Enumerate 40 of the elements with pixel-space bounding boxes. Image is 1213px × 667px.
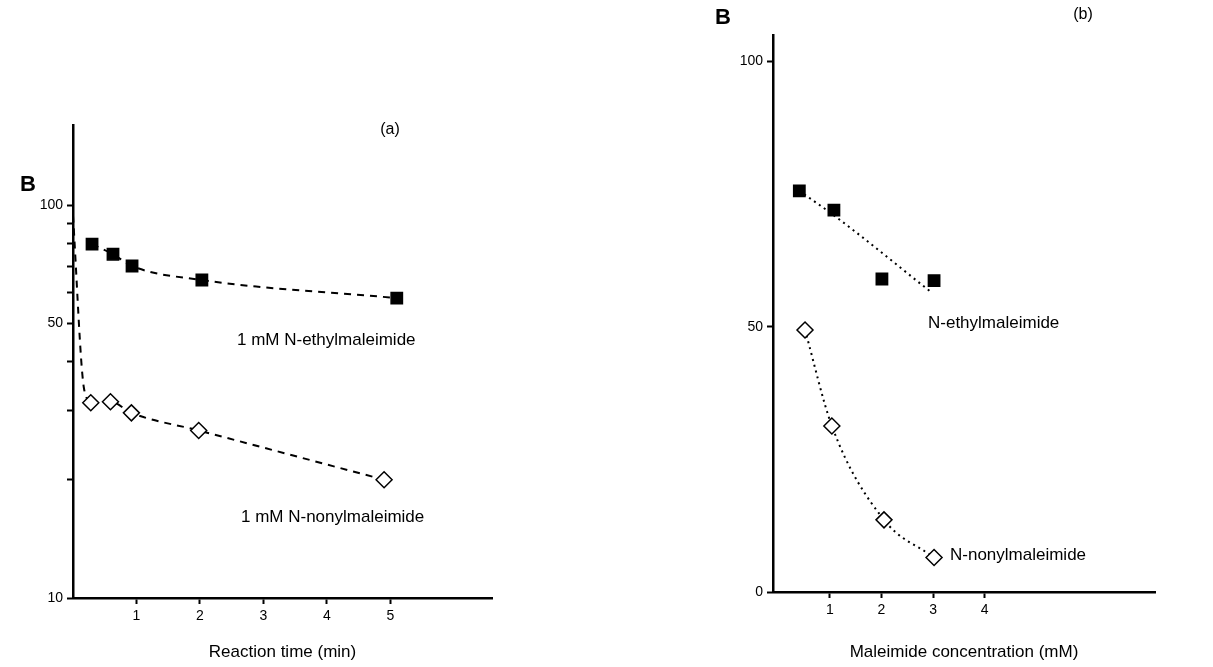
y-axis-title: B — [20, 171, 36, 197]
point — [796, 321, 814, 339]
point — [189, 421, 208, 440]
x-tick-label: 4 — [323, 607, 332, 624]
y-tick-label: 0 — [755, 582, 764, 599]
point — [106, 247, 120, 261]
x-axis-title: Maleimide concentration (mM) — [849, 642, 1079, 662]
x-axis-title: Reaction time (min) — [208, 642, 357, 662]
x-tick-label: 1 — [132, 607, 141, 624]
series-label: N-ethylmaleimide — [928, 312, 1060, 332]
point — [925, 548, 943, 567]
x-tick-label: 2 — [877, 601, 886, 618]
series-label: N-nonylmaleimide — [950, 544, 1087, 564]
x-tick-label: 4 — [980, 601, 989, 618]
chart-title: (a) — [380, 120, 400, 138]
x-tick-label: 3 — [259, 607, 268, 624]
point — [85, 237, 99, 251]
point — [875, 511, 893, 529]
point — [101, 392, 120, 411]
point — [927, 274, 941, 288]
point — [195, 273, 209, 287]
y-tick-label: 10 — [47, 588, 64, 605]
point — [390, 291, 404, 305]
y-tick-label: 100 — [739, 52, 764, 69]
y-tick-label: 50 — [747, 317, 764, 334]
point — [375, 471, 393, 489]
y-tick-label: 100 — [39, 196, 64, 213]
y-axis-title: B — [715, 4, 731, 30]
point — [122, 404, 141, 422]
text: 1 mM N-nonylmaleimide — [241, 506, 425, 526]
x-tick-label: 5 — [386, 607, 395, 624]
point — [792, 184, 806, 198]
y-tick-label: 50 — [47, 314, 64, 331]
chart-title: (b) — [1073, 5, 1093, 23]
point — [823, 417, 841, 435]
x-tick-label: 3 — [929, 601, 938, 618]
point — [82, 394, 100, 412]
series-label: 1 mM N-ethylmaleimide — [237, 329, 416, 349]
x-tick-label: 2 — [196, 607, 205, 624]
x-tick-label: 1 — [825, 601, 834, 618]
